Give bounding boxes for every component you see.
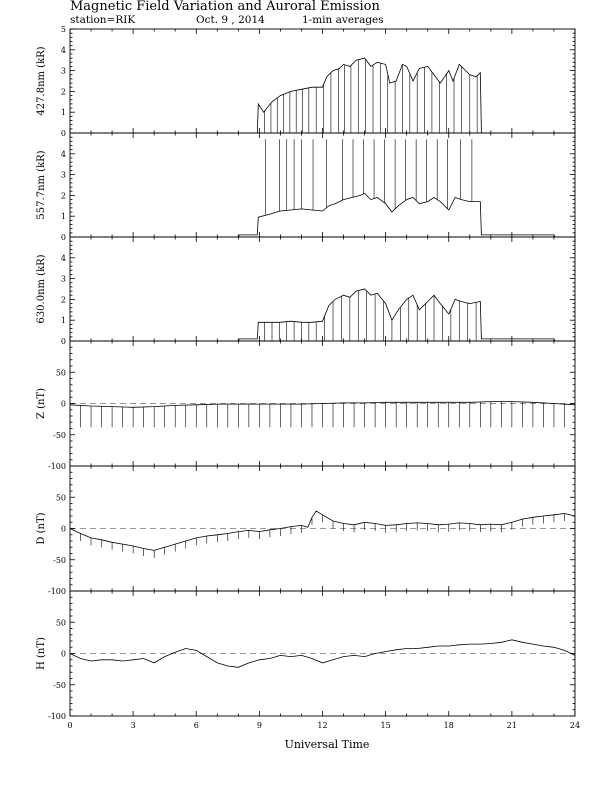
y-tick-label: 3 xyxy=(61,67,66,76)
y-axis-label: Z (nT) xyxy=(36,388,47,419)
panel-h: -100 -50 0 50 H (nT) 0 3 6 9 12 15 18 21 24 xyxy=(36,590,580,730)
y-tick-label: 3 xyxy=(61,171,66,180)
date-label: Oct. 9 , 2014 xyxy=(196,14,265,26)
y-tick-label: 50 xyxy=(56,618,66,627)
y-tick-label: -100 xyxy=(48,587,66,596)
x-axis-label: Universal Time xyxy=(285,738,370,751)
y-tick-label: 0 xyxy=(61,400,66,409)
y-tick-label: 4 xyxy=(61,150,66,159)
y-tick-label: 2 xyxy=(61,295,66,304)
y-tick-label: 4 xyxy=(61,254,66,263)
series-line xyxy=(69,510,576,551)
y-tick-label: 1 xyxy=(61,212,66,221)
y-axis-label: 630.0nm (kR) xyxy=(36,254,47,323)
y-tick-label: 50 xyxy=(56,493,66,502)
panel-frame xyxy=(69,236,576,342)
panel-427-8nm: 0 1 2 3 4 5 427.8nm (kR) xyxy=(36,25,576,138)
y-tick-label: -100 xyxy=(48,712,66,721)
panel-630-0nm: 0 1 2 3 4 630.0nm (kR) xyxy=(36,236,576,346)
y-axis-label: H (nT) xyxy=(36,637,47,670)
chart-title: Magnetic Field Variation and Auroral Emi… xyxy=(70,0,380,14)
y-tick-label: 1 xyxy=(61,316,66,325)
series-line xyxy=(70,192,575,238)
y-tick-label: 3 xyxy=(61,275,66,284)
x-tick-label: 6 xyxy=(194,721,199,730)
x-tick-label: 3 xyxy=(131,721,136,730)
y-tick-label: 0 xyxy=(61,233,66,242)
y-tick-label: 2 xyxy=(61,191,66,200)
y-tick-label: 1 xyxy=(61,108,66,117)
y-tick-label: 0 xyxy=(61,337,66,346)
y-tick-label: -50 xyxy=(53,556,66,565)
x-tick-label: 9 xyxy=(257,721,262,730)
panel-frame xyxy=(69,28,576,134)
panel-z: -100 -50 0 50 Z (nT) xyxy=(36,340,576,471)
y-axis-label: D (nT) xyxy=(36,512,47,544)
y-tick-label: -100 xyxy=(48,462,66,471)
y-tick-label: 4 xyxy=(61,46,66,55)
y-tick-label: 2 xyxy=(61,87,66,96)
x-tick-label: 15 xyxy=(381,721,391,730)
x-tick-label: 21 xyxy=(507,721,517,730)
series-line xyxy=(69,639,576,668)
y-axis-label: 557.7nm (kR) xyxy=(36,150,47,219)
x-tick-label: 18 xyxy=(444,721,454,730)
y-axis-label: 427.8nm (kR) xyxy=(36,46,47,115)
y-tick-label: 0 xyxy=(61,650,66,659)
y-tick-label: -50 xyxy=(53,431,66,440)
panel-d: -100 -50 0 50 D (nT) xyxy=(36,465,576,596)
panel-557-7nm: 0 1 2 3 4 557.7nm (kR) xyxy=(36,132,576,242)
averaging-label: 1-min averages xyxy=(302,14,384,26)
y-tick-label: 0 xyxy=(61,129,66,138)
panel-frame xyxy=(69,132,576,238)
series-line xyxy=(70,288,575,342)
y-tick-label: 50 xyxy=(56,368,66,377)
x-tick-label: 0 xyxy=(67,721,72,730)
y-tick-label: 0 xyxy=(61,525,66,534)
x-tick-label: 24 xyxy=(570,721,580,730)
station-label: station=RIK xyxy=(70,14,135,26)
y-tick-label: -50 xyxy=(53,681,66,690)
y-tick-label: 5 xyxy=(61,25,66,34)
series-line xyxy=(70,57,575,134)
x-tick-label: 12 xyxy=(317,721,327,730)
